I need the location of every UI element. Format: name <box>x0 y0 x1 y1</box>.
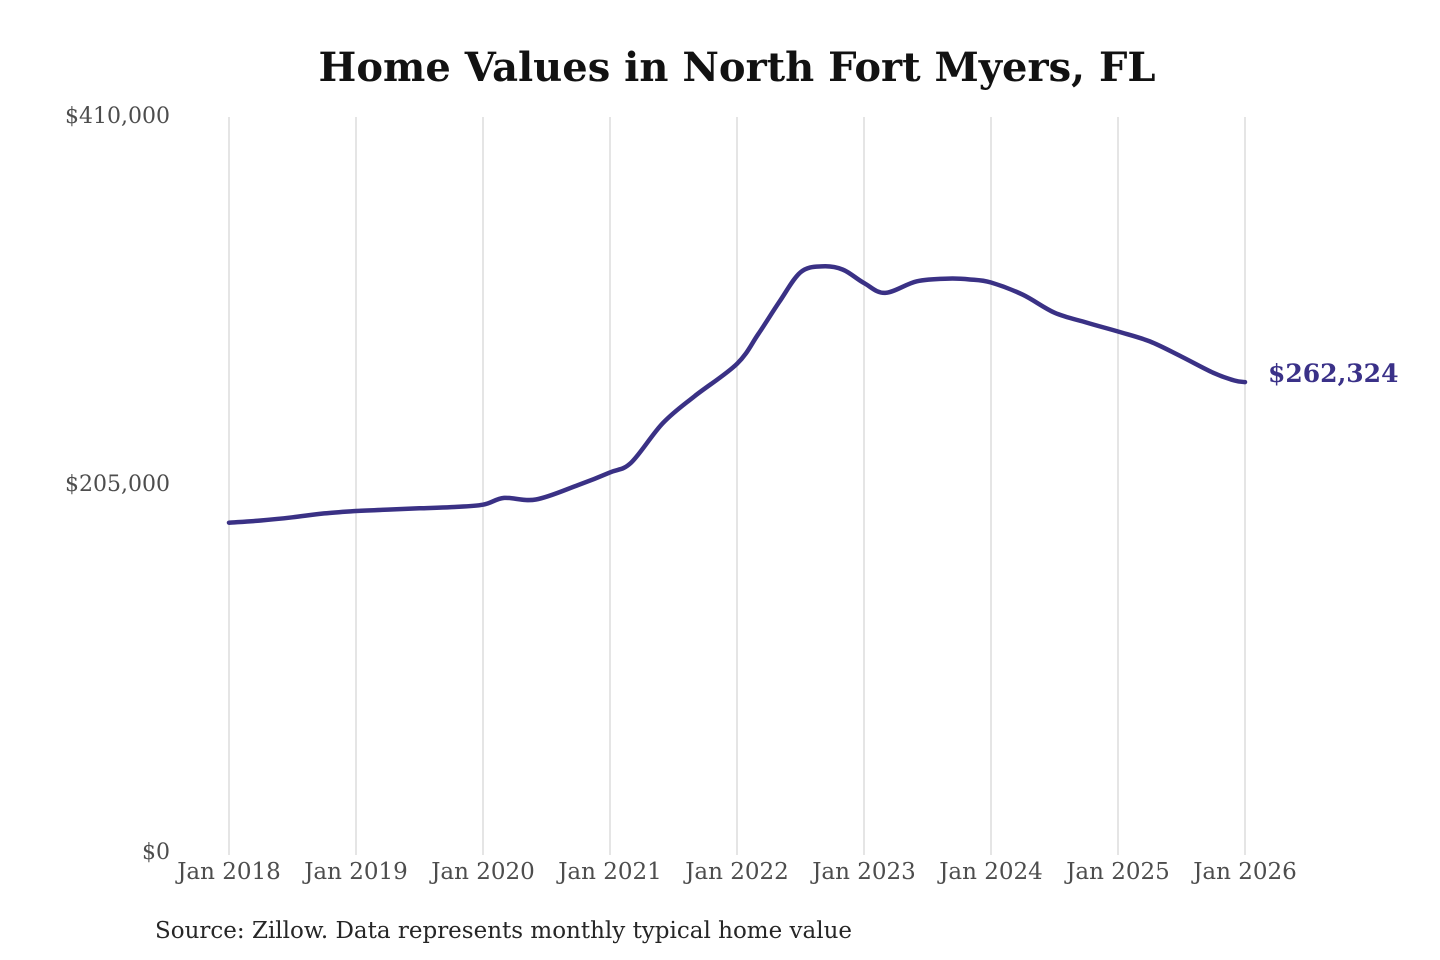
source-note: Source: Zillow. Data represents monthly … <box>155 918 853 944</box>
x-tick-label: Jan 2021 <box>558 859 662 885</box>
x-tick-label: Jan 2022 <box>685 859 789 885</box>
home-value-line <box>226 264 1248 525</box>
x-tick-label: Jan 2024 <box>939 859 1043 885</box>
x-tick-label: Jan 2020 <box>431 859 535 885</box>
chart-title: Home Values in North Fort Myers, FL <box>318 44 1156 91</box>
y-tick-label: $410,000 <box>65 104 170 129</box>
x-tick-label: Jan 2023 <box>812 859 916 885</box>
x-tick-label: Jan 2025 <box>1066 859 1170 885</box>
x-tick-label: Jan 2026 <box>1193 859 1297 885</box>
x-tick-label: Jan 2018 <box>177 859 281 885</box>
y-tick-label: $205,000 <box>65 472 170 497</box>
x-tick-label: Jan 2019 <box>304 859 408 885</box>
current-value-label: $262,324 <box>1268 359 1399 389</box>
y-tick-label: $0 <box>142 840 170 865</box>
